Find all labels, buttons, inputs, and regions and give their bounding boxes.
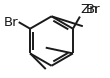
Text: Br: Br xyxy=(86,3,100,16)
Text: Br: Br xyxy=(4,16,18,29)
Text: Zn: Zn xyxy=(80,3,98,16)
